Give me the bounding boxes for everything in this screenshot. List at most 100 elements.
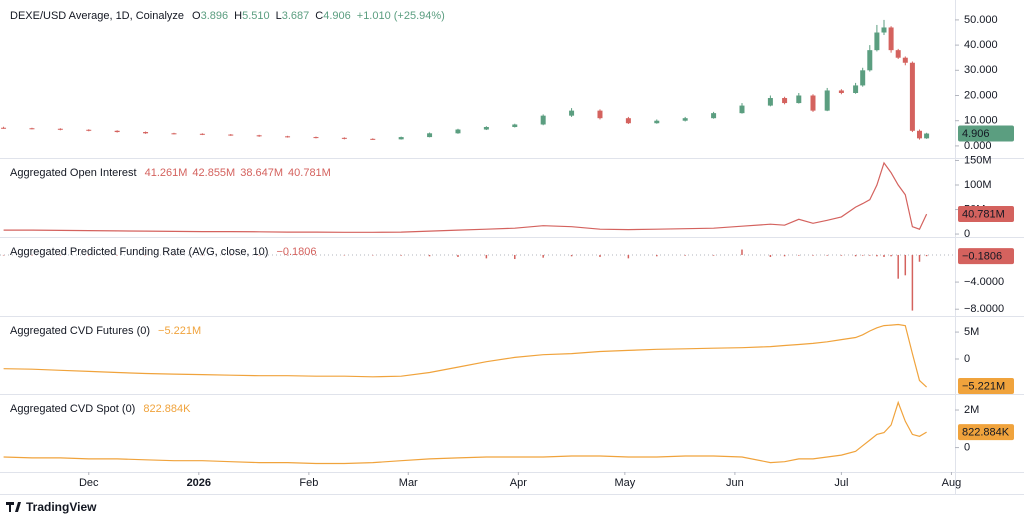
bar: [798, 254, 800, 256]
y-tick-label: 2M: [964, 404, 979, 416]
candle-body: [860, 70, 866, 86]
bar: [854, 254, 857, 257]
ohlc-value: 4.906: [323, 10, 351, 22]
pane-header: Aggregated Predicted Funding Rate (AVG, …: [10, 246, 317, 258]
ohlc-value: 3.687: [282, 10, 310, 22]
pane-header: DEXE/USD Average, 1D, Coinalyze O3.896 H5.…: [10, 10, 445, 22]
candle-body: [398, 137, 404, 140]
pane: 150M100M50M0Aggregated Open Interest41.2…: [3, 154, 1014, 240]
bar: [904, 254, 907, 276]
y-tick-label: 100M: [964, 179, 992, 191]
bar: [883, 254, 885, 257]
candle-body: [370, 138, 376, 140]
last-value-label: −5.221M: [962, 380, 1005, 392]
x-tick-label: 2026: [187, 477, 211, 489]
pane-title: Aggregated Predicted Funding Rate (AVG, …: [10, 246, 268, 258]
candle-body: [512, 124, 518, 128]
candle-body: [540, 115, 546, 125]
bar: [343, 254, 346, 256]
candle-body: [654, 120, 660, 124]
marks: [0, 249, 955, 311]
bar: [372, 254, 374, 256]
marks: [3, 161, 928, 233]
bar: [88, 254, 90, 256]
bar: [144, 254, 147, 256]
marks: [1, 19, 930, 140]
bar: [599, 254, 601, 257]
bar: [286, 254, 289, 256]
bar: [59, 254, 62, 256]
line: [3, 161, 928, 233]
last-value-badge: [958, 248, 1014, 265]
candle-body: [483, 127, 489, 130]
y-tick-label: 50.000: [964, 14, 998, 26]
pane: 5M 0 Aggregated CVD Futures (0) −5.221M −5.2…: [3, 323, 1014, 394]
bar: [869, 254, 871, 256]
candle-body: [57, 128, 63, 130]
marks: [3, 400, 927, 465]
legend-value: 42.855M: [192, 167, 235, 179]
candle-body: [916, 130, 922, 139]
change: +1.010 (+25.94%): [357, 10, 445, 22]
y-tick-label: 0: [964, 441, 970, 453]
last-value-label: 822.884K: [962, 427, 1010, 439]
candle-body: [86, 129, 92, 131]
ohlc-label: H: [234, 10, 242, 22]
bar: [897, 254, 899, 279]
pane-separators: [0, 0, 1024, 495]
y-tick-label: −4.0000: [964, 276, 1004, 288]
candle-body: [256, 135, 262, 137]
candle-body: [171, 133, 177, 135]
pane: 2M 0 Aggregated CVD Spot (0) 822.884K 822.88…: [3, 400, 1014, 465]
candle-body: [285, 136, 291, 138]
candle-body: [924, 133, 930, 139]
bar: [826, 254, 828, 256]
bar: [485, 254, 488, 259]
marks: [3, 323, 928, 388]
candle-body: [341, 137, 347, 139]
legend-value: 38.647M: [240, 167, 283, 179]
legend-value: 822.884K: [143, 403, 191, 415]
candle-body: [739, 105, 745, 114]
candle-body: [625, 118, 631, 124]
last-value-badge: [958, 206, 1014, 223]
pane-title: Aggregated CVD Futures (0): [10, 325, 150, 337]
legend-value: −5.221M: [158, 325, 201, 337]
candle-body: [199, 133, 205, 135]
pane-title: Aggregated Open Interest: [10, 167, 137, 179]
bar: [656, 254, 658, 257]
y-tick-label: 0: [964, 228, 970, 240]
bar: [712, 254, 715, 256]
candle-body: [895, 50, 901, 58]
last-value-label: 4.906: [962, 128, 990, 140]
candle-body: [313, 137, 319, 139]
candle-body: [455, 129, 461, 134]
candle-body: [569, 110, 575, 116]
bar: [925, 254, 928, 257]
bar: [911, 254, 914, 311]
candle-body: [874, 32, 880, 51]
last-value-badge: [958, 125, 1014, 142]
candle-body: [29, 128, 35, 130]
footer: TradingView: [6, 500, 97, 514]
ohlc-label: O: [192, 10, 201, 22]
bar: [400, 254, 402, 256]
candle-body: [767, 98, 773, 106]
bar: [918, 254, 921, 262]
bar: [840, 254, 843, 256]
bar: [876, 254, 878, 257]
bar: [258, 254, 260, 256]
pane-title: Aggregated CVD Spot (0): [10, 403, 135, 415]
last-value-badge: [958, 378, 1014, 394]
bar: [684, 254, 686, 256]
line: [3, 323, 928, 388]
candle-body: [228, 134, 234, 136]
candle-body: [881, 27, 887, 33]
bar: [812, 254, 814, 256]
candle-body: [143, 132, 149, 134]
candle-body: [902, 57, 908, 63]
candle-body: [824, 90, 830, 111]
candle-body: [597, 110, 603, 119]
x-tick-label: May: [614, 477, 635, 489]
bar: [890, 254, 892, 257]
